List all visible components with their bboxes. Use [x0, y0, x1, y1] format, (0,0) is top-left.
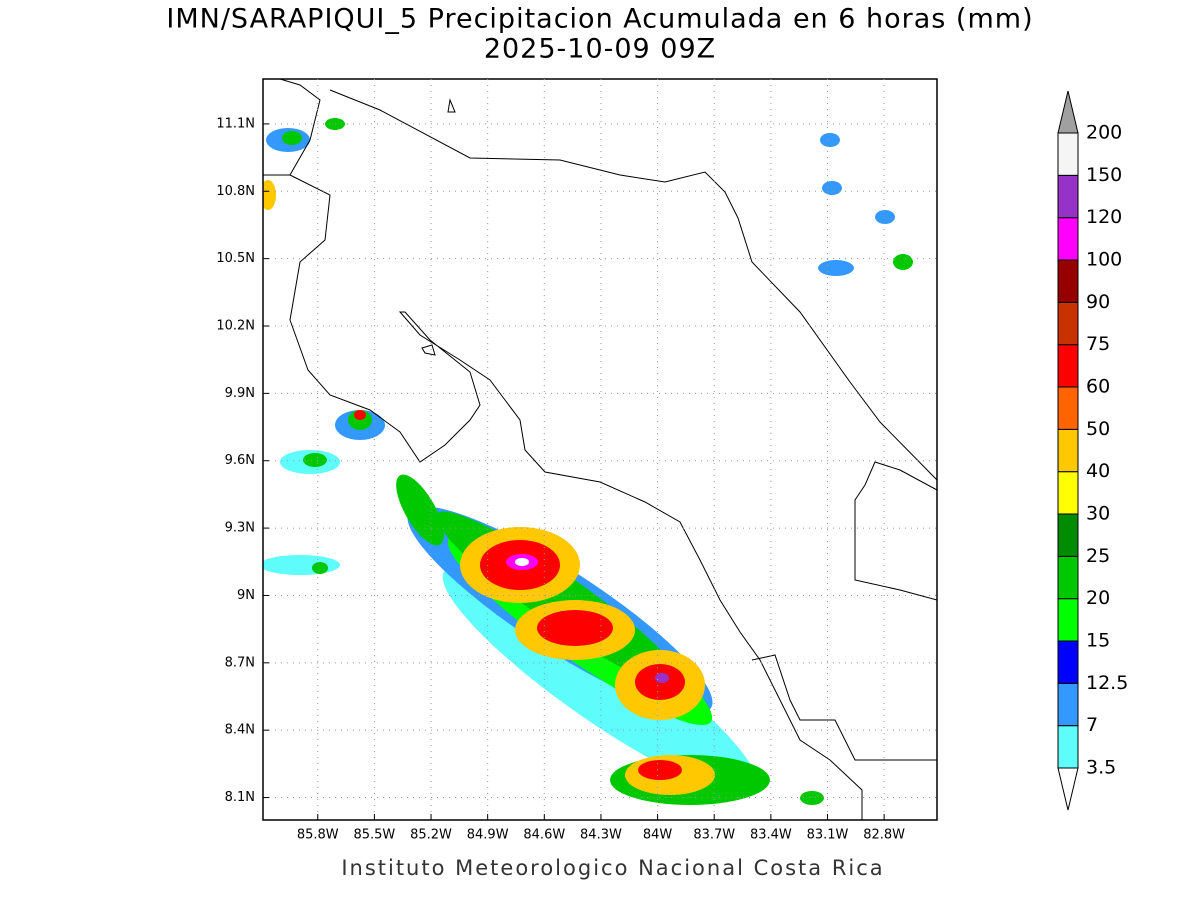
colorbar-label: 25	[1086, 545, 1110, 567]
colorbar-box	[1057, 555, 1079, 600]
colorbar-label: 200	[1086, 122, 1122, 144]
colorbar-label: 12.5	[1086, 672, 1128, 694]
y-tick-label: 9.6N	[225, 453, 255, 468]
x-tick-label: 84.9W	[467, 828, 509, 843]
x-tick-label: 85.8W	[297, 828, 339, 843]
x-tick-label: 82.8W	[863, 828, 905, 843]
colorbar-box	[1057, 598, 1079, 642]
colorbar-label: 75	[1086, 333, 1110, 355]
footer: Instituto Meteorologico Nacional Costa R…	[341, 856, 884, 880]
colorbar-label: 150	[1086, 164, 1122, 186]
y-tick-label: 8.7N	[225, 655, 255, 670]
y-tick-label: 11.1N	[216, 116, 255, 131]
x-tick-label: 84W	[643, 828, 673, 843]
colorbar-box	[1057, 217, 1079, 261]
colorbar-box	[1057, 386, 1079, 430]
colorbar-box	[1057, 471, 1079, 515]
y-tick-label: 8.1N	[225, 790, 255, 805]
colorbar-box	[1057, 174, 1079, 219]
y-tick-label: 9N	[237, 588, 255, 603]
x-tick-label: 85.2W	[410, 828, 452, 843]
x-tick-label: 83.4W	[750, 828, 792, 843]
colorbar-under	[1057, 767, 1079, 811]
colorbar-label: 90	[1086, 291, 1110, 313]
colorbar-over	[1057, 90, 1079, 134]
x-tick-label: 84.6W	[523, 828, 565, 843]
colorbar-label: 60	[1086, 376, 1110, 398]
x-tick-label: 83.1W	[807, 828, 849, 843]
colorbar-label: 7	[1086, 714, 1098, 736]
colorbar-label: 120	[1086, 206, 1122, 228]
colorbar-label: 40	[1086, 460, 1110, 482]
y-tick-label: 9.9N	[225, 386, 255, 401]
x-tick-label: 85.5W	[353, 828, 395, 843]
colorbar-label: 3.5	[1086, 757, 1116, 779]
colorbar-box	[1057, 344, 1079, 388]
colorbar-label: 50	[1086, 418, 1110, 440]
colorbar-box	[1057, 301, 1079, 346]
colorbar-box	[1057, 132, 1079, 176]
precipitation	[263, 79, 937, 820]
y-tick-label: 9.3N	[225, 521, 255, 536]
y-tick-label: 8.4N	[225, 723, 255, 738]
colorbar-label: 15	[1086, 630, 1110, 652]
colorbar-box	[1057, 682, 1079, 727]
y-tick-label: 10.8N	[216, 184, 255, 199]
x-tick-label: 84.3W	[580, 828, 622, 843]
map-frame	[262, 78, 938, 821]
x-tick-label: 83.7W	[693, 828, 735, 843]
map: 85.8W 85.5W 85.2W 84.9W 84.6W 84.3W 84W 83.7W 83…	[216, 78, 938, 843]
y-tick-label: 10.5N	[216, 251, 255, 266]
colorbar-box	[1057, 513, 1079, 557]
colorbar-label: 30	[1086, 503, 1110, 525]
colorbar-box	[1057, 428, 1079, 473]
colorbar-box	[1057, 259, 1079, 303]
subtitle: 2025-10-09 09Z	[484, 34, 716, 65]
colorbar-box	[1057, 725, 1079, 769]
colorbar-label: 100	[1086, 249, 1122, 271]
colorbar: 3.5 7 12.5 15 20 25 30 40 50 60 75 90 100 120 150 200	[1057, 90, 1128, 811]
title: IMN/SARAPIQUI_5 Precipitacion Acumulada …	[166, 4, 1033, 35]
colorbar-label: 20	[1086, 587, 1110, 609]
colorbar-box	[1057, 640, 1079, 684]
y-tick-label: 10.2N	[216, 319, 255, 334]
